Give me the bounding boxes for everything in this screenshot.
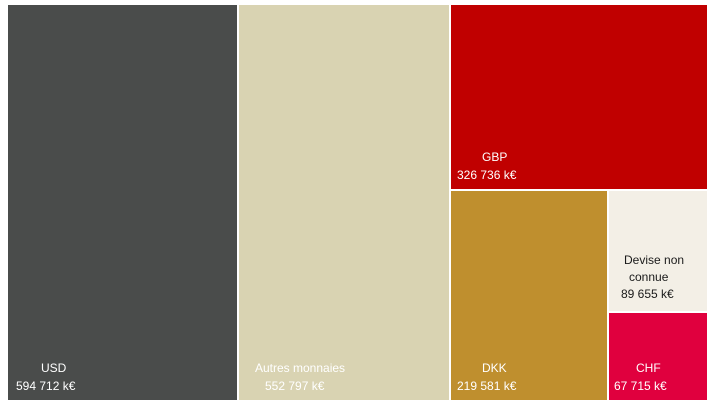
tile-name-label-dkk: DKK — [482, 361, 507, 375]
treemap-tile-chf — [609, 313, 707, 400]
treemap-tile-autres-monnaies — [239, 5, 449, 400]
tile-value-label-autres-monnaies: 552 797 k€ — [265, 379, 325, 393]
tile-name-label-autres-monnaies: Autres monnaies — [255, 361, 346, 375]
treemap-tile-gbp — [451, 5, 707, 189]
tile-value-label-devise-non-connue: 89 655 k€ — [621, 287, 674, 301]
tile-name-label-usd: USD — [41, 361, 67, 375]
treemap-tile-dkk — [451, 191, 607, 400]
tile-value-label-chf: 67 715 k€ — [614, 379, 667, 393]
tile-name-label-devise-non-connue: Devise non — [624, 253, 685, 267]
tile-name-label-gbp: GBP — [482, 150, 508, 164]
tile-value-label-usd: 594 712 k€ — [16, 379, 76, 393]
tile-name-label-devise-non-connue: connue — [629, 270, 669, 284]
tile-value-label-dkk: 219 581 k€ — [457, 379, 517, 393]
tile-name-label-chf: CHF — [636, 361, 661, 375]
tile-value-label-gbp: 326 736 k€ — [457, 168, 517, 182]
treemap-tile-devise-non-connue — [609, 191, 707, 311]
treemap-tile-usd — [8, 5, 237, 400]
